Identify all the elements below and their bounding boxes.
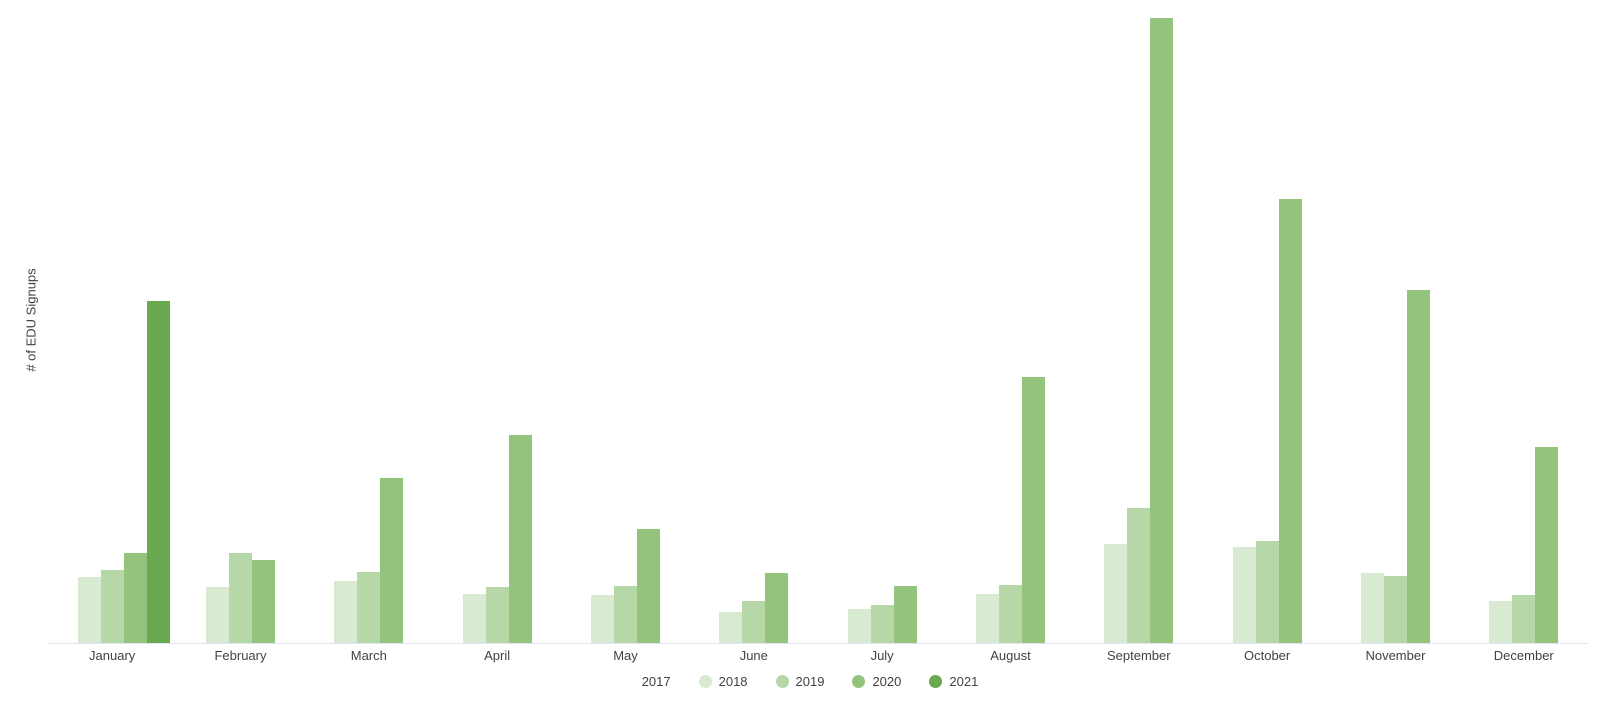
bar-group-september (1075, 0, 1203, 643)
bar-2019-january[interactable] (100, 570, 124, 643)
x-tick-label-april: April (484, 648, 511, 663)
legend-item-2019[interactable]: 2019 (775, 674, 825, 689)
y-axis-title: # of EDU Signups (23, 268, 39, 372)
bar-2019-november[interactable] (1383, 576, 1407, 643)
bar-2018-august[interactable] (975, 594, 999, 643)
bar-2018-april[interactable] (462, 594, 486, 643)
legend-label-2021: 2021 (949, 674, 979, 689)
x-tick-label-june: June (739, 648, 768, 663)
bar-2020-october[interactable] (1278, 199, 1302, 643)
bar-2019-may[interactable] (613, 586, 637, 643)
legend-item-2018[interactable]: 2018 (698, 674, 748, 689)
legend-label-2017: 2017 (641, 674, 671, 689)
bar-2020-june[interactable] (765, 573, 789, 643)
legend-item-2017[interactable]: 2017 (621, 674, 671, 689)
bar-group-june (690, 0, 818, 643)
bar-group-november (1331, 0, 1459, 643)
bar-2018-january[interactable] (77, 577, 101, 643)
bar-group-april (433, 0, 561, 643)
bar-group-august (946, 0, 1074, 643)
x-tick-label-october: October (1243, 648, 1291, 663)
bar-group-december (1460, 0, 1588, 643)
bar-2018-june[interactable] (719, 612, 743, 643)
bar-2020-april[interactable] (508, 435, 532, 643)
bar-2018-october[interactable] (1232, 547, 1256, 643)
bar-2019-february[interactable] (228, 553, 252, 643)
x-tick-label-september: September (1106, 648, 1171, 663)
bar-group-may (561, 0, 689, 643)
bar-2019-september[interactable] (1127, 508, 1151, 643)
bar-2021-january[interactable] (146, 301, 170, 643)
x-tick-label-august: August (990, 648, 1031, 663)
legend-swatch-2020 (852, 675, 866, 688)
x-tick-label-december: December (1493, 648, 1554, 663)
x-axis-labels: January February March April May June July Augu… (48, 648, 1588, 663)
bar-group-july (818, 0, 946, 643)
legend-swatch-2019 (775, 675, 789, 688)
bar-group-february (176, 0, 304, 643)
x-tick-label-november: November (1365, 648, 1426, 663)
bar-2020-december[interactable] (1535, 447, 1559, 643)
bar-2020-september[interactable] (1150, 18, 1174, 643)
bar-2020-march[interactable] (380, 478, 404, 643)
legend-label-2019: 2019 (795, 674, 825, 689)
bar-2018-september[interactable] (1104, 544, 1128, 643)
bar-2018-december[interactable] (1489, 601, 1513, 643)
bar-2020-february[interactable] (251, 560, 275, 643)
bar-2019-august[interactable] (998, 585, 1022, 643)
bar-2018-march[interactable] (334, 581, 358, 643)
bar-2018-july[interactable] (847, 609, 871, 643)
x-tick-label-february: February (214, 648, 267, 663)
legend: 2017 2018 2019 2020 2021 (0, 674, 1600, 689)
bar-2019-october[interactable] (1255, 541, 1279, 643)
bar-2019-april[interactable] (485, 587, 509, 643)
bar-2019-december[interactable] (1512, 595, 1536, 643)
bar-group-january (48, 0, 176, 643)
x-tick-label-march: March (350, 648, 387, 663)
legend-swatch-2021 (929, 675, 943, 688)
bar-2020-november[interactable] (1406, 290, 1430, 643)
bar-2018-may[interactable] (590, 595, 614, 643)
bar-2018-november[interactable] (1360, 573, 1384, 643)
bar-2020-july[interactable] (893, 586, 917, 643)
bar-2019-june[interactable] (742, 601, 766, 643)
legend-swatch-2017 (621, 675, 635, 688)
legend-label-2020: 2020 (872, 674, 902, 689)
bar-2020-may[interactable] (636, 529, 660, 643)
bar-group-march (305, 0, 433, 643)
x-tick-label-january: January (89, 648, 136, 663)
bar-2020-january[interactable] (123, 553, 147, 643)
plot-area (48, 0, 1588, 644)
bar-2018-february[interactable] (205, 587, 229, 643)
legend-label-2018: 2018 (718, 674, 748, 689)
bar-group-october (1203, 0, 1331, 643)
bar-2019-july[interactable] (870, 605, 894, 643)
x-tick-label-july: July (870, 648, 894, 663)
legend-item-2021[interactable]: 2021 (929, 674, 978, 689)
x-tick-label-may: May (613, 648, 638, 663)
bar-2020-august[interactable] (1021, 377, 1045, 643)
bar-2019-march[interactable] (357, 572, 381, 643)
legend-item-2020[interactable]: 2020 (852, 674, 901, 689)
legend-swatch-2018 (698, 675, 712, 688)
